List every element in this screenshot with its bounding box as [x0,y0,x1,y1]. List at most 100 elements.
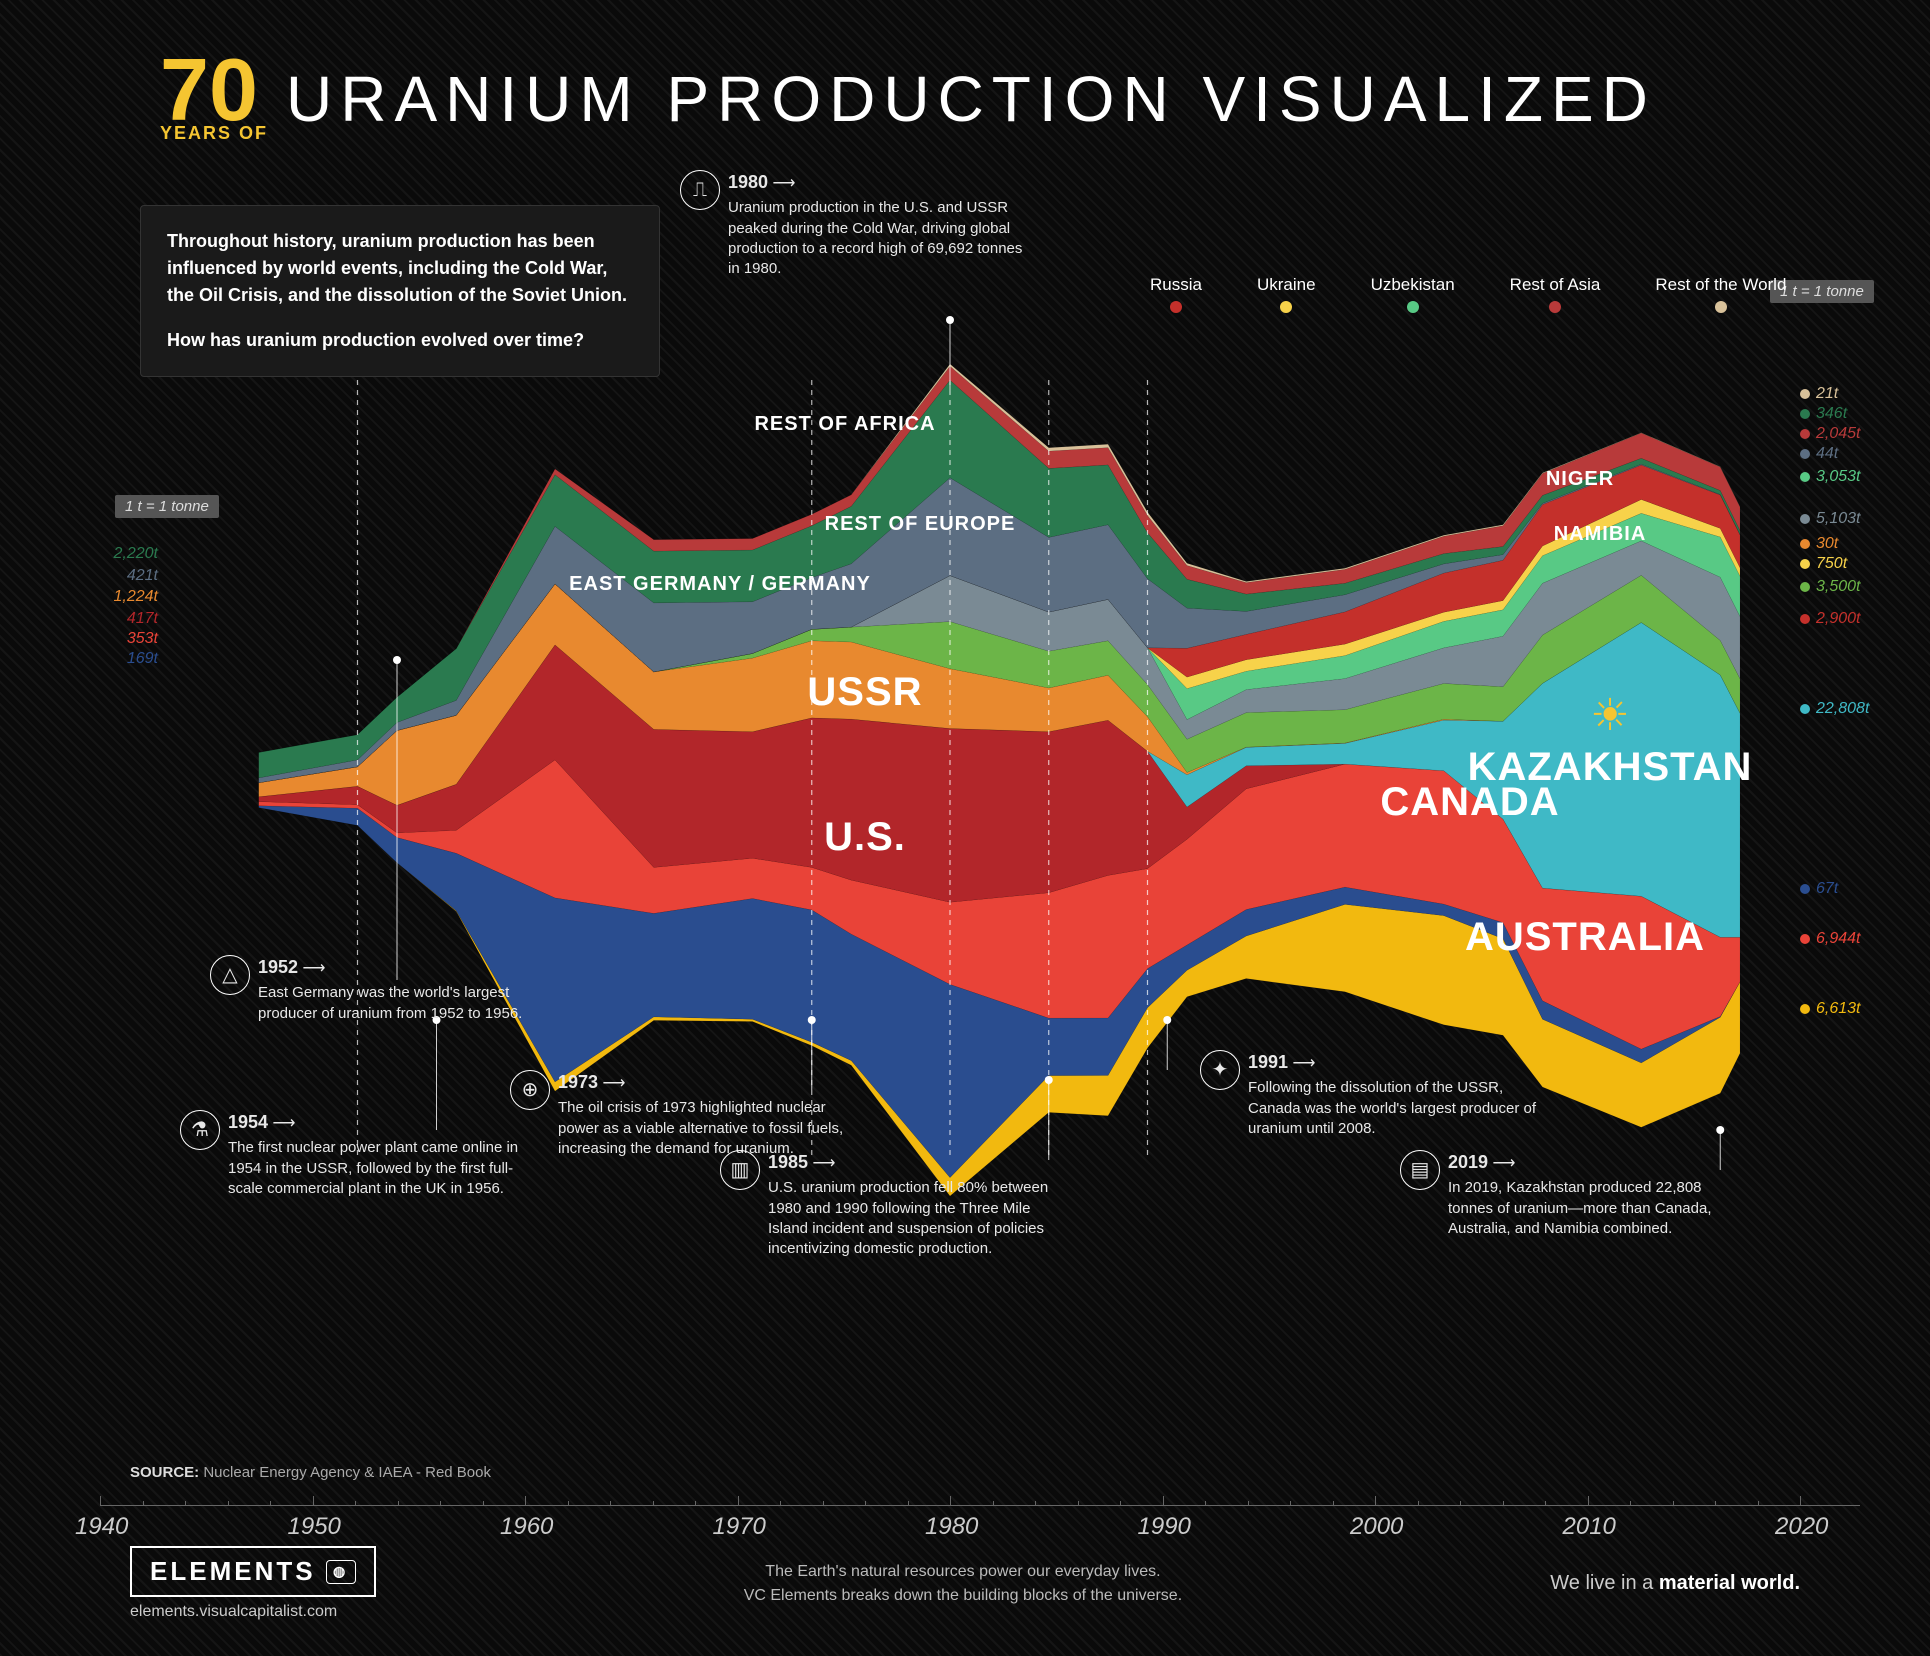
axis-minor-tick [610,1501,611,1506]
end-value: 750t [1800,555,1847,573]
annotation-dot [946,316,954,324]
axis-minor-tick [1715,1501,1716,1506]
brand-icon: ◍ [326,1560,356,1584]
annotation-1973: ⊕1973 ⟶The oil crisis of 1973 highlighte… [510,1070,858,1159]
axis-minor-tick [1205,1501,1206,1506]
axis-minor-tick [653,1501,654,1506]
axis-minor-tick [1078,1501,1079,1506]
axis-minor-tick [1758,1501,1759,1506]
axis-minor-tick [270,1501,271,1506]
annotation-dot [393,656,401,664]
axis-year-label: 1970 [713,1513,766,1541]
axis-minor-tick [185,1501,186,1506]
axis-minor-tick [483,1501,484,1506]
annotation-icon: ✦ [1200,1050,1240,1090]
axis-minor-tick [355,1501,356,1506]
source-text: Nuclear Energy Agency & IAEA - Red Book [203,1464,491,1481]
title-years-of: YEARS OF [160,123,268,144]
area-label: NAMIBIA [1554,523,1647,545]
brand-logo: ELEMENTS ◍ [130,1546,376,1597]
source-prefix: SOURCE: [130,1464,199,1481]
axis-minor-tick [950,1501,951,1506]
area-label: KAZAKHSTAN [1468,745,1753,789]
axis-year-label: 2000 [1350,1513,1403,1541]
annotation-1952: △1952 ⟶East Germany was the world's larg… [210,955,558,1024]
axis-minor-tick [1503,1501,1504,1506]
axis-minor-tick [780,1501,781,1506]
axis-minor-tick [1588,1501,1589,1506]
tagline-bold: material world. [1659,1572,1800,1594]
axis-minor-tick [823,1501,824,1506]
end-value: 6,944t [1800,930,1860,948]
area-label: EAST GERMANY / GERMANY [569,573,871,595]
axis-minor-tick [1248,1501,1249,1506]
axis-minor-tick [143,1501,144,1506]
tagline-pre: We live in a [1550,1572,1659,1594]
axis-minor-tick [1290,1501,1291,1506]
area-label: U.S. [824,815,906,859]
axis-minor-tick [1673,1501,1674,1506]
start-value: 2,220t [100,545,158,563]
start-value: 417t [100,610,158,628]
annotation-icon: ⚗ [180,1110,220,1150]
end-value: 44t [1800,445,1838,463]
title-block: 70 YEARS OF URANIUM PRODUCTION VISUALIZE… [160,50,1656,144]
start-value: 1,224t [100,588,158,606]
title-number-wrap: 70 YEARS OF [160,50,268,144]
footer-mid1: The Earth's natural resources power our … [744,1560,1182,1584]
end-value: 346t [1800,405,1847,423]
axis-minor-tick [1460,1501,1461,1506]
axis-minor-tick [993,1501,994,1506]
end-value: 6,613t [1800,1000,1860,1018]
source-line: SOURCE: Nuclear Energy Agency & IAEA - R… [130,1464,491,1481]
axis-year-label: 1990 [1138,1513,1191,1541]
brand-url: elements.visualcapitalist.com [130,1603,376,1621]
annotation-dot [808,1016,816,1024]
end-value: 21t [1800,385,1838,403]
annotation-icon: ⊕ [510,1070,550,1110]
axis-minor-tick [865,1501,866,1506]
annotation-icon: ⎍ [680,170,720,210]
title-number: 70 [160,50,268,129]
axis-minor-tick [1120,1501,1121,1506]
annotation-2019: ▤2019 ⟶In 2019, Kazakhstan produced 22,8… [1400,1150,1748,1239]
axis-year-label: 1940 [75,1513,128,1541]
annotation-dot [1163,1016,1171,1024]
area-label: NIGER [1546,468,1614,490]
axis-minor-tick [228,1501,229,1506]
axis-minor-tick [1035,1501,1036,1506]
footer-tagline: We live in a material world. [1550,1572,1800,1595]
axis-minor-tick [398,1501,399,1506]
axis-minor-tick [1630,1501,1631,1506]
axis-minor-tick [695,1501,696,1506]
start-value: 421t [100,567,158,585]
axis-minor-tick [1800,1501,1801,1506]
footer-left: ELEMENTS ◍ elements.visualcapitalist.com [130,1546,376,1621]
axis-minor-tick [1418,1501,1419,1506]
annotation-icon: △ [210,955,250,995]
annotation-dot [1045,1076,1053,1084]
end-value: 3,500t [1800,578,1860,596]
axis-minor-tick [1163,1501,1164,1506]
annotation-icon: ▥ [720,1150,760,1190]
axis-minor-tick [1375,1501,1376,1506]
annotation-1980: ⎍1980 ⟶Uranium production in the U.S. an… [680,170,1028,279]
axis-year-label: 1960 [500,1513,553,1541]
axis-minor-tick [908,1501,909,1506]
end-value: 3,053t [1800,468,1860,486]
end-value: 30t [1800,535,1838,553]
area-label: REST OF EUROPE [825,513,1016,535]
brand-name: ELEMENTS [150,1556,316,1587]
footer-mid2: VC Elements breaks down the building blo… [744,1584,1182,1608]
end-value: 2,900t [1800,610,1860,628]
axis-minor-tick [1545,1501,1546,1506]
axis-year-label: 2010 [1563,1513,1616,1541]
axis-minor-tick [525,1501,526,1506]
area-label: AUSTRALIA [1465,915,1705,959]
annotation-1954: ⚗1954 ⟶The first nuclear power plant cam… [180,1110,528,1199]
kazakhstan-emblem-icon: ☀ [1590,691,1629,740]
end-value: 5,103t [1800,510,1860,528]
area-label: REST OF AFRICA [754,413,935,435]
annotation-1991: ✦1991 ⟶Following the dissolution of the … [1200,1050,1548,1139]
end-value: 22,808t [1800,700,1869,718]
